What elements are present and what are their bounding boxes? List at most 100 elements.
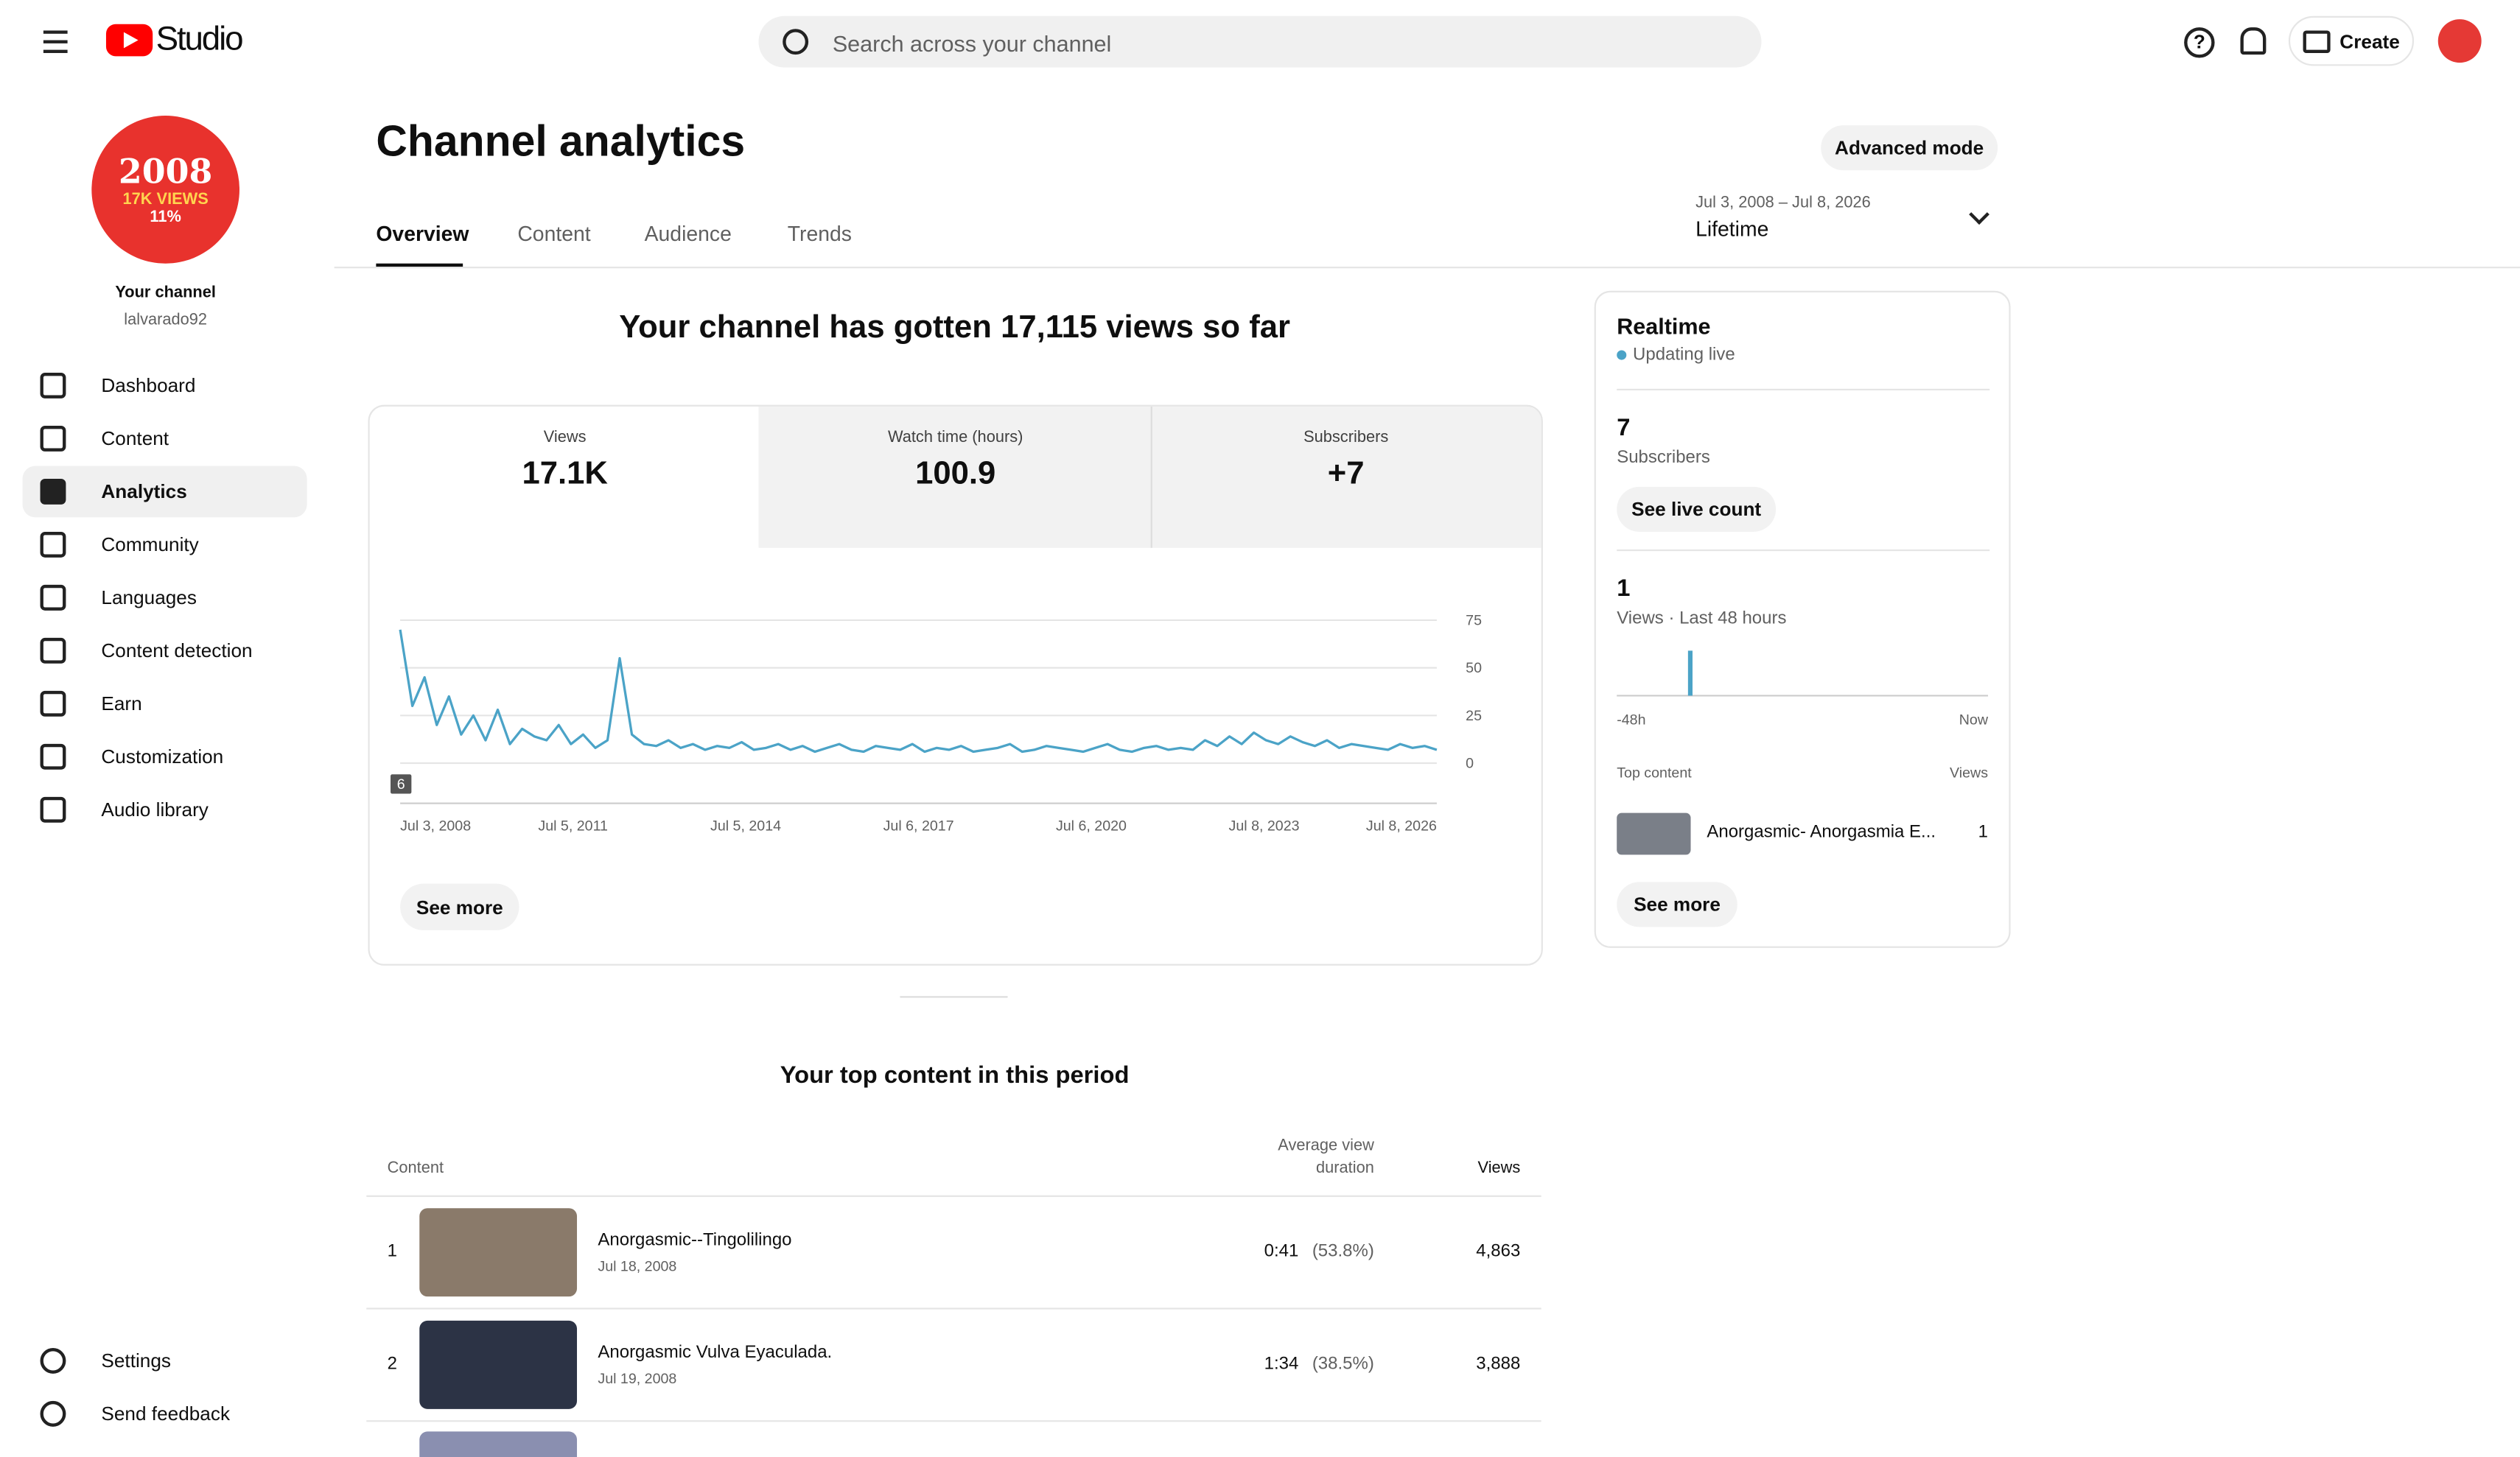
top-views-label: Views bbox=[1950, 765, 1989, 782]
channel-avatar[interactable]: 2008 17K VIEWS 11% bbox=[91, 116, 239, 264]
thumbnail[interactable] bbox=[419, 1320, 578, 1409]
live-dot bbox=[1617, 350, 1627, 360]
nav-icon[interactable] bbox=[40, 690, 66, 717]
nav-item[interactable]: Earn bbox=[101, 692, 142, 715]
divider bbox=[1617, 388, 1990, 391]
duration: 0:41 bbox=[1264, 1242, 1299, 1262]
top-title[interactable]: Anorgasmic- Anorgasmia E... bbox=[1707, 822, 1936, 842]
column-header: Views bbox=[1477, 1159, 1521, 1178]
video-date: Jul 19, 2008 bbox=[598, 1370, 677, 1387]
app-name: Studio bbox=[155, 21, 244, 58]
menu-button[interactable] bbox=[43, 30, 68, 53]
top-content-title: Your top content in this period bbox=[780, 1061, 1130, 1089]
create-button[interactable]: Create bbox=[2288, 15, 2415, 66]
metric-divider bbox=[1150, 406, 1152, 548]
metric-value[interactable]: 100.9 bbox=[915, 456, 996, 492]
duration: 1:34 bbox=[1264, 1354, 1299, 1374]
metric-label: Views bbox=[543, 429, 587, 447]
nav-icon[interactable] bbox=[40, 478, 66, 505]
tab[interactable]: Audience bbox=[644, 221, 732, 246]
percent: (53.8%) bbox=[1312, 1242, 1374, 1262]
nav-item[interactable]: Community bbox=[101, 533, 199, 556]
metric-label: Watch time (hours) bbox=[887, 429, 1023, 447]
tab-underline bbox=[376, 263, 463, 267]
logo[interactable] bbox=[105, 24, 153, 57]
top-content-label: Top content bbox=[1617, 765, 1692, 782]
nav-item[interactable]: Customization bbox=[101, 745, 224, 768]
nav-item[interactable]: Settings bbox=[101, 1349, 171, 1372]
channel-title: Your channel bbox=[115, 284, 216, 303]
thumbnail[interactable] bbox=[419, 1431, 578, 1457]
metric-label: Subscribers bbox=[1303, 429, 1389, 447]
rank: 1 bbox=[387, 1242, 398, 1262]
column-header: Content bbox=[387, 1159, 444, 1178]
nav-item[interactable]: Content detection bbox=[101, 639, 253, 662]
tab[interactable]: Overview bbox=[376, 221, 469, 246]
see-more-button[interactable]: See more bbox=[400, 883, 519, 930]
video-date: Jul 18, 2008 bbox=[598, 1257, 677, 1274]
nav-icon[interactable] bbox=[40, 1400, 66, 1427]
inactive-metric-bg bbox=[758, 406, 1541, 548]
views: 4,863 bbox=[1476, 1242, 1521, 1262]
percent: (38.5%) bbox=[1312, 1354, 1374, 1374]
separator bbox=[900, 996, 1008, 998]
nav-item[interactable]: Dashboard bbox=[101, 374, 196, 397]
tab[interactable]: Content bbox=[517, 221, 591, 246]
period-dropdown[interactable] bbox=[1969, 204, 1989, 225]
divider bbox=[334, 267, 2520, 269]
subscriber-label: Subscribers bbox=[1617, 448, 1710, 468]
video-title[interactable]: Anorgasmic Vulva Eyaculada. bbox=[598, 1343, 833, 1363]
search-box[interactable]: Search across your channel bbox=[758, 15, 1762, 68]
channel-handle: lalvarado92 bbox=[124, 312, 208, 330]
nav-icon[interactable] bbox=[40, 743, 66, 770]
nav-item[interactable]: Audio library bbox=[101, 798, 209, 821]
avatar-line: 11% bbox=[150, 208, 181, 227]
notifications-button[interactable] bbox=[2240, 27, 2267, 55]
nav-icon[interactable] bbox=[40, 531, 66, 558]
live-status: Updating live bbox=[1633, 345, 1735, 365]
headline: Your channel has gotten 17,115 views so … bbox=[619, 309, 1290, 345]
see-more-button[interactable]: See more bbox=[1617, 882, 1737, 927]
realtime-title: Realtime bbox=[1617, 313, 1711, 340]
metric-value[interactable]: 17.1K bbox=[522, 456, 608, 492]
top-views: 1 bbox=[1978, 822, 1989, 842]
avatar-line: 17K VIEWS bbox=[122, 191, 209, 209]
row-divider bbox=[366, 1307, 1541, 1310]
rank: 2 bbox=[387, 1354, 398, 1374]
thumbnail[interactable] bbox=[419, 1208, 578, 1297]
axis-start: -48h bbox=[1617, 712, 1646, 728]
nav-item[interactable]: Content bbox=[101, 427, 169, 450]
nav-icon[interactable] bbox=[40, 796, 66, 823]
video-title[interactable]: Anorgasmic--Tingolilingo bbox=[598, 1230, 792, 1250]
account-avatar[interactable] bbox=[2437, 19, 2482, 63]
divider bbox=[1617, 549, 1990, 552]
overview-panel: Views 17.1K Watch time (hours) 100.9 Subscri… bbox=[368, 404, 1543, 966]
nav-item[interactable]: Send feedback bbox=[101, 1402, 231, 1425]
advanced-mode-button[interactable]: Advanced mode bbox=[1821, 125, 1998, 171]
row-divider bbox=[366, 1195, 1541, 1197]
metric-value[interactable]: +7 bbox=[1327, 456, 1365, 492]
nav-icon[interactable] bbox=[40, 637, 66, 664]
nav-icon[interactable] bbox=[40, 373, 66, 399]
nav-item[interactable]: Analytics bbox=[101, 480, 187, 503]
nav-highlight bbox=[22, 466, 307, 518]
page-title: Channel analytics bbox=[376, 117, 746, 166]
thumbnail[interactable] bbox=[1617, 812, 1691, 855]
realtime-card: Realtime Updating live 7 Subscribers See… bbox=[1594, 290, 2011, 948]
nav-item[interactable]: Languages bbox=[101, 586, 197, 609]
nav-icon[interactable] bbox=[40, 584, 66, 611]
column-header: Average view duration bbox=[1278, 1137, 1374, 1178]
row-divider bbox=[366, 1420, 1541, 1422]
period[interactable]: Lifetime bbox=[1695, 217, 1769, 242]
nav-icon[interactable] bbox=[40, 1347, 66, 1374]
live-count-button[interactable]: See live count bbox=[1617, 486, 1777, 532]
views: 3,888 bbox=[1476, 1354, 1521, 1374]
views-label: Views · Last 48 hours bbox=[1617, 608, 1787, 628]
help-button[interactable]: ? bbox=[2184, 27, 2215, 58]
avatar-line: 2008 bbox=[118, 151, 213, 192]
views-count: 1 bbox=[1617, 575, 1631, 603]
nav-icon[interactable] bbox=[40, 425, 66, 452]
tab[interactable]: Trends bbox=[787, 221, 852, 246]
